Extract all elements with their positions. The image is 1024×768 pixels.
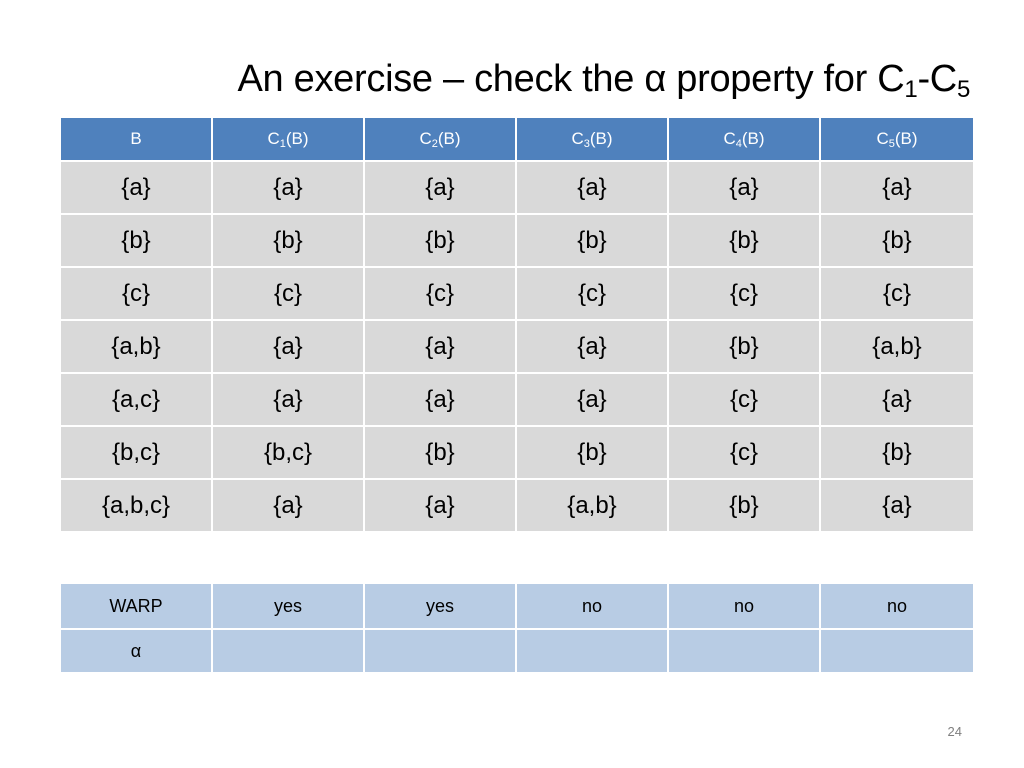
title-prefix: An exercise – check the [237, 58, 635, 100]
set-b-cell: {c} [61, 268, 213, 321]
warp-cell: yes [213, 584, 365, 630]
choice-cell: {a} [365, 480, 517, 533]
choice-cell: {b} [669, 480, 821, 533]
alpha-cell [213, 630, 365, 672]
set-b-cell: {a,b} [61, 321, 213, 374]
choice-cell: {b,c} [213, 427, 365, 480]
choice-cell: {a} [365, 162, 517, 215]
table-row: {b,c} {b,c} {b} {b} {c} {b} [61, 427, 973, 480]
warp-cell: no [669, 584, 821, 630]
choice-cell: {b} [517, 427, 669, 480]
title-alpha: α [644, 58, 666, 100]
choice-cell: {c} [669, 427, 821, 480]
set-b-cell: {a} [61, 162, 213, 215]
choice-cell: {a,b} [517, 480, 669, 533]
choice-cell: {c} [213, 268, 365, 321]
choice-cell: {a} [365, 374, 517, 427]
choice-cell: {a,b} [821, 321, 973, 374]
alpha-row: α [61, 630, 973, 672]
alpha-cell [821, 630, 973, 672]
choice-cell: {b} [365, 427, 517, 480]
warp-cell: no [517, 584, 669, 630]
title-suffix: property for C [676, 58, 905, 100]
choice-cell: {b} [517, 215, 669, 268]
choice-cell: {a} [517, 321, 669, 374]
header-cell-c1: C1(B) [213, 118, 365, 162]
page-number: 24 [947, 724, 962, 739]
choice-cell: {a} [517, 162, 669, 215]
set-b-cell: {b,c} [61, 427, 213, 480]
warp-cell: no [821, 584, 973, 630]
set-b-cell: {a,b,c} [61, 480, 213, 533]
table-row: {a,c} {a} {a} {a} {c} {a} [61, 374, 973, 427]
choice-cell: {a} [669, 162, 821, 215]
choice-cell: {a} [213, 374, 365, 427]
choice-cell: {c} [365, 268, 517, 321]
choice-cell: {b} [213, 215, 365, 268]
warp-row: WARP yes yes no no no [61, 584, 973, 630]
choice-cell: {b} [821, 427, 973, 480]
title-dash: -C [917, 58, 957, 100]
choice-cell: {c} [669, 374, 821, 427]
table-header-row: B C1(B) C2(B) C3(B) C4(B) C5(B) [61, 118, 973, 162]
choice-cell: {a} [213, 321, 365, 374]
choice-cell: {a} [213, 162, 365, 215]
choice-cell: {b} [365, 215, 517, 268]
table-row: {a,b,c} {a} {a} {a,b} {b} {a} [61, 480, 973, 533]
set-b-cell: {b} [61, 215, 213, 268]
table-row: {a} {a} {a} {a} {a} {a} [61, 162, 973, 215]
table-row: {b} {b} {b} {b} {b} {b} [61, 215, 973, 268]
alpha-cell [669, 630, 821, 672]
alpha-cell [517, 630, 669, 672]
choice-cell: {a} [821, 480, 973, 533]
alpha-label: α [61, 630, 213, 672]
choice-cell: {a} [365, 321, 517, 374]
choice-cell: {c} [517, 268, 669, 321]
choice-cell: {c} [821, 268, 973, 321]
warp-label: WARP [61, 584, 213, 630]
alpha-cell [365, 630, 517, 672]
table-row: {a,b} {a} {a} {a} {b} {a,b} [61, 321, 973, 374]
choice-cell: {c} [669, 268, 821, 321]
title-sub-1: 1 [904, 76, 918, 103]
set-b-cell: {a,c} [61, 374, 213, 427]
choice-cell: {a} [213, 480, 365, 533]
property-table: WARP yes yes no no no α [61, 584, 973, 672]
header-cell-c4: C4(B) [669, 118, 821, 162]
choice-cell: {a} [821, 374, 973, 427]
table-row: {c} {c} {c} {c} {c} {c} [61, 268, 973, 321]
choice-cell: {b} [669, 321, 821, 374]
header-cell-c3: C3(B) [517, 118, 669, 162]
choice-cell: {b} [821, 215, 973, 268]
choice-table: B C1(B) C2(B) C3(B) C4(B) C5(B) {a} {a} {a… [61, 118, 973, 533]
title-sub-5: 5 [956, 76, 970, 103]
header-cell-c5: C5(B) [821, 118, 973, 162]
header-cell-b: B [61, 118, 213, 162]
choice-cell: {a} [517, 374, 669, 427]
header-cell-c2: C2(B) [365, 118, 517, 162]
slide-title: An exercise – check the α property for C… [237, 58, 971, 103]
warp-cell: yes [365, 584, 517, 630]
choice-cell: {a} [821, 162, 973, 215]
choice-cell: {b} [669, 215, 821, 268]
